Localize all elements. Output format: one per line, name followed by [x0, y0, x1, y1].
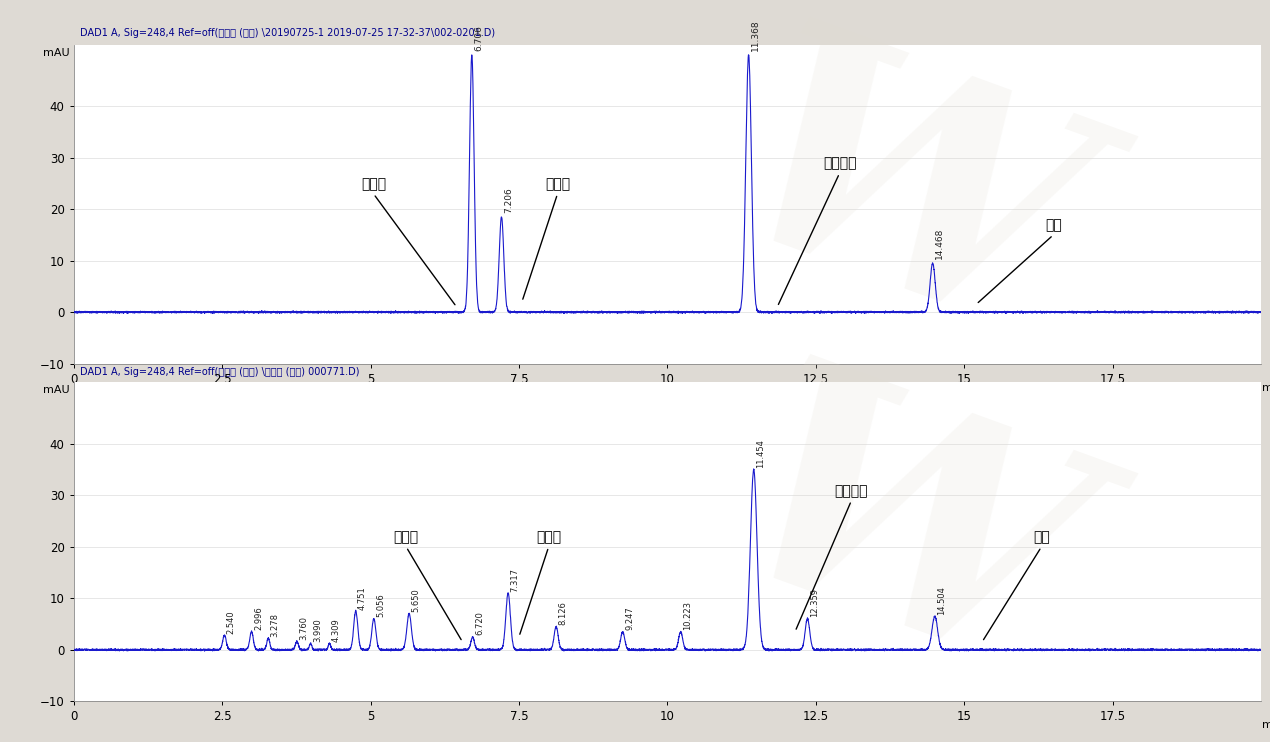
Text: 尿呀呀: 尿呀呀 — [394, 531, 419, 544]
Text: mAU: mAU — [43, 47, 70, 58]
Text: 3.990: 3.990 — [312, 618, 321, 642]
Text: 6.706: 6.706 — [474, 24, 483, 50]
Text: 11.368: 11.368 — [751, 19, 759, 50]
Text: 5.056: 5.056 — [376, 594, 385, 617]
Text: W: W — [693, 7, 1116, 401]
Text: 尿呀呀: 尿呀呀 — [361, 177, 386, 191]
Text: mAU: mAU — [43, 385, 70, 395]
Text: 8.126: 8.126 — [559, 601, 568, 625]
Text: 2.540: 2.540 — [227, 610, 236, 634]
Text: 14.504: 14.504 — [937, 586, 946, 614]
Text: 4.751: 4.751 — [358, 586, 367, 610]
Text: 10.223: 10.223 — [683, 601, 692, 630]
Text: 6.720: 6.720 — [475, 611, 484, 635]
Text: 4.309: 4.309 — [331, 618, 340, 642]
Text: 3.760: 3.760 — [300, 616, 309, 640]
Text: 黄嗄呀: 黄嗄呀 — [536, 531, 561, 544]
Text: min: min — [1262, 383, 1270, 393]
Text: DAD1 A, Sig=248,4 Ref=off(提取物 (标层) \20190725-1 2019-07-25 17-32-37\002-0201.D): DAD1 A, Sig=248,4 Ref=off(提取物 (标层) \2019… — [80, 28, 495, 39]
Text: 次黄嗄呀: 次黄嗄呀 — [834, 484, 869, 498]
Text: min: min — [1262, 720, 1270, 730]
Text: 9.247: 9.247 — [625, 606, 634, 630]
Text: 11.454: 11.454 — [756, 439, 765, 468]
Text: 14.468: 14.468 — [935, 228, 944, 259]
Text: 7.317: 7.317 — [511, 568, 519, 591]
Text: DAD1 A, Sig=248,4 Ref=off(提取物 (标层) \提取物 (标层) 000771.D): DAD1 A, Sig=248,4 Ref=off(提取物 (标层) \提取物 … — [80, 367, 359, 377]
Text: W: W — [693, 344, 1116, 739]
Text: 腿苷: 腿苷 — [1045, 218, 1062, 232]
Text: 5.650: 5.650 — [411, 588, 420, 612]
Text: 黄嗄呀: 黄嗄呀 — [545, 177, 570, 191]
Text: 2.996: 2.996 — [254, 606, 263, 630]
Text: 12.359: 12.359 — [810, 588, 819, 617]
Text: 腿苷: 腿苷 — [1033, 531, 1050, 544]
Text: 3.278: 3.278 — [271, 613, 279, 637]
Text: 7.206: 7.206 — [504, 187, 513, 213]
Text: 次黄嗄呀: 次黄嗄呀 — [823, 157, 856, 171]
